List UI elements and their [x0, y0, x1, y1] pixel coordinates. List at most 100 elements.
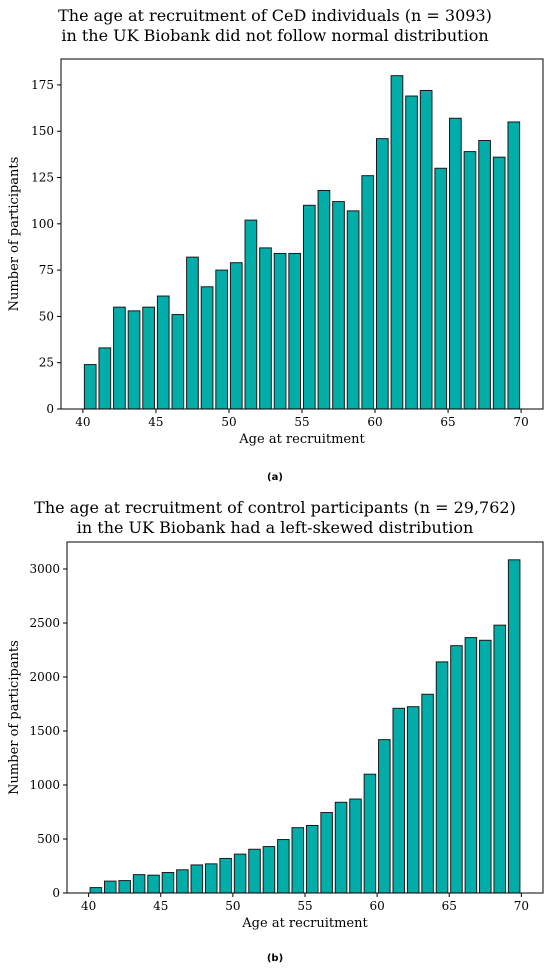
histogram-bar: [186, 256, 199, 410]
histogram-bar: [113, 306, 126, 410]
y-tick-label: 0: [52, 886, 60, 900]
y-tick-label: 150: [31, 124, 54, 138]
y-tick-label: 3000: [29, 562, 60, 576]
histogram-bar: [262, 846, 276, 894]
histogram-bar: [142, 306, 155, 410]
x-tick-label: 55: [297, 899, 312, 913]
x-tick-label: 40: [81, 899, 96, 913]
figure-caption: (b): [266, 953, 284, 964]
chart-title-line: in the UK Biobank did not follow normal …: [61, 26, 489, 45]
histogram-bar: [277, 839, 290, 894]
histogram-bar: [334, 801, 348, 894]
histogram-bar: [132, 874, 146, 894]
histogram-bar: [493, 624, 506, 894]
x-axis-label: Age at recruitment: [241, 916, 368, 931]
y-tick-label: 1500: [29, 724, 60, 738]
histogram-bar: [361, 175, 375, 410]
histogram-bar: [434, 167, 448, 410]
histogram-bar: [479, 639, 492, 894]
histogram-bar: [450, 645, 463, 894]
histogram-bar: [305, 825, 319, 894]
histogram-bar: [83, 364, 97, 410]
y-tick-label: 500: [37, 832, 60, 846]
chart-title: The age at recruitment of CeD individual…: [0, 6, 550, 46]
histogram-bar: [273, 252, 287, 410]
x-tick-label: 50: [225, 899, 240, 913]
histogram-bar: [171, 314, 185, 410]
histogram-bar: [375, 138, 389, 410]
histogram-bar: [302, 204, 316, 410]
histogram-bar: [215, 269, 229, 410]
x-tick-label: 60: [369, 899, 384, 913]
figure-caption: (a): [267, 472, 283, 483]
histogram-bar: [463, 151, 477, 410]
x-tick-label: 40: [75, 415, 90, 429]
histogram-bar: [378, 739, 391, 894]
histogram-bar: [200, 286, 214, 410]
chart-title-line: The age at recruitment of CeD individual…: [58, 6, 492, 25]
histogram-bar: [176, 869, 189, 894]
y-tick-label: 175: [31, 78, 54, 92]
y-tick-label: 50: [39, 309, 54, 323]
y-tick-label: 100: [31, 217, 54, 231]
chart-title-line: in the UK Biobank had a left-skewed dist…: [76, 518, 474, 537]
x-tick-label: 65: [440, 415, 455, 429]
histogram-bar: [419, 89, 433, 410]
x-tick-label: 50: [221, 415, 236, 429]
histogram-bar: [492, 156, 506, 410]
y-axis-label: Number of participants: [7, 157, 22, 312]
chart-title: The age at recruitment of control partic…: [0, 498, 550, 538]
histogram-chart: 40 45 50 55 60 65 70 0 25 50 75 100 125 150 175 Age at …: [7, 58, 544, 447]
histogram-bar: [406, 706, 420, 894]
chart-panel-a: The age at recruitment of CeD individual…: [0, 6, 550, 483]
histogram-bar: [390, 75, 404, 410]
histogram-bar: [291, 827, 305, 894]
histogram-bar: [190, 864, 204, 894]
y-tick-label: 1000: [29, 778, 60, 792]
histogram-bar: [288, 252, 302, 410]
chart-panel-b: The age at recruitment of control partic…: [0, 490, 550, 973]
histogram-bar: [118, 880, 131, 894]
x-tick-label: 70: [513, 415, 528, 429]
x-tick-label: 60: [367, 415, 382, 429]
histogram-bar: [421, 693, 434, 894]
x-tick-label: 45: [148, 415, 163, 429]
x-tick-label: 65: [442, 899, 457, 913]
histogram-bar: [464, 637, 478, 894]
x-tick-label: 55: [294, 415, 309, 429]
histogram-bar: [320, 812, 333, 894]
histogram-bar: [127, 310, 141, 410]
histogram-bar: [507, 121, 521, 410]
histogram-bar: [507, 559, 521, 894]
histogram-bar: [317, 189, 331, 410]
x-axis-label: Age at recruitment: [238, 432, 365, 447]
histogram-bar: [229, 262, 243, 410]
histogram-bar: [346, 210, 360, 410]
histogram-chart: 40 45 50 55 60 65 70 0 500 1000 1500 2000 2500 3000 Ag…: [7, 541, 544, 931]
histogram-bar: [161, 871, 175, 894]
y-tick-label: 125: [31, 171, 54, 185]
histogram-bar: [204, 863, 218, 894]
y-tick-label: 0: [46, 402, 54, 416]
histogram-bar: [392, 707, 406, 894]
histogram-bar: [219, 857, 232, 894]
y-tick-label: 75: [39, 263, 54, 277]
histogram-bar: [248, 848, 261, 894]
chart-title-line: The age at recruitment of control partic…: [34, 498, 516, 517]
histogram-bar: [89, 887, 103, 894]
histogram-bar: [259, 247, 272, 410]
histogram-bar: [478, 139, 491, 410]
histogram-bar: [244, 219, 258, 410]
histogram-bar: [449, 117, 462, 410]
histogram-bar: [98, 347, 112, 410]
histogram-bar: [233, 853, 247, 894]
x-tick-label: 70: [514, 899, 529, 913]
histogram-bar: [405, 95, 418, 410]
y-tick-label: 2000: [29, 670, 60, 684]
histogram-bar: [147, 874, 160, 894]
histogram-bar: [156, 295, 170, 410]
histogram-bar: [332, 201, 345, 410]
histogram-bar: [363, 773, 377, 894]
histogram-bar: [435, 661, 449, 894]
y-tick-label: 25: [39, 356, 54, 370]
